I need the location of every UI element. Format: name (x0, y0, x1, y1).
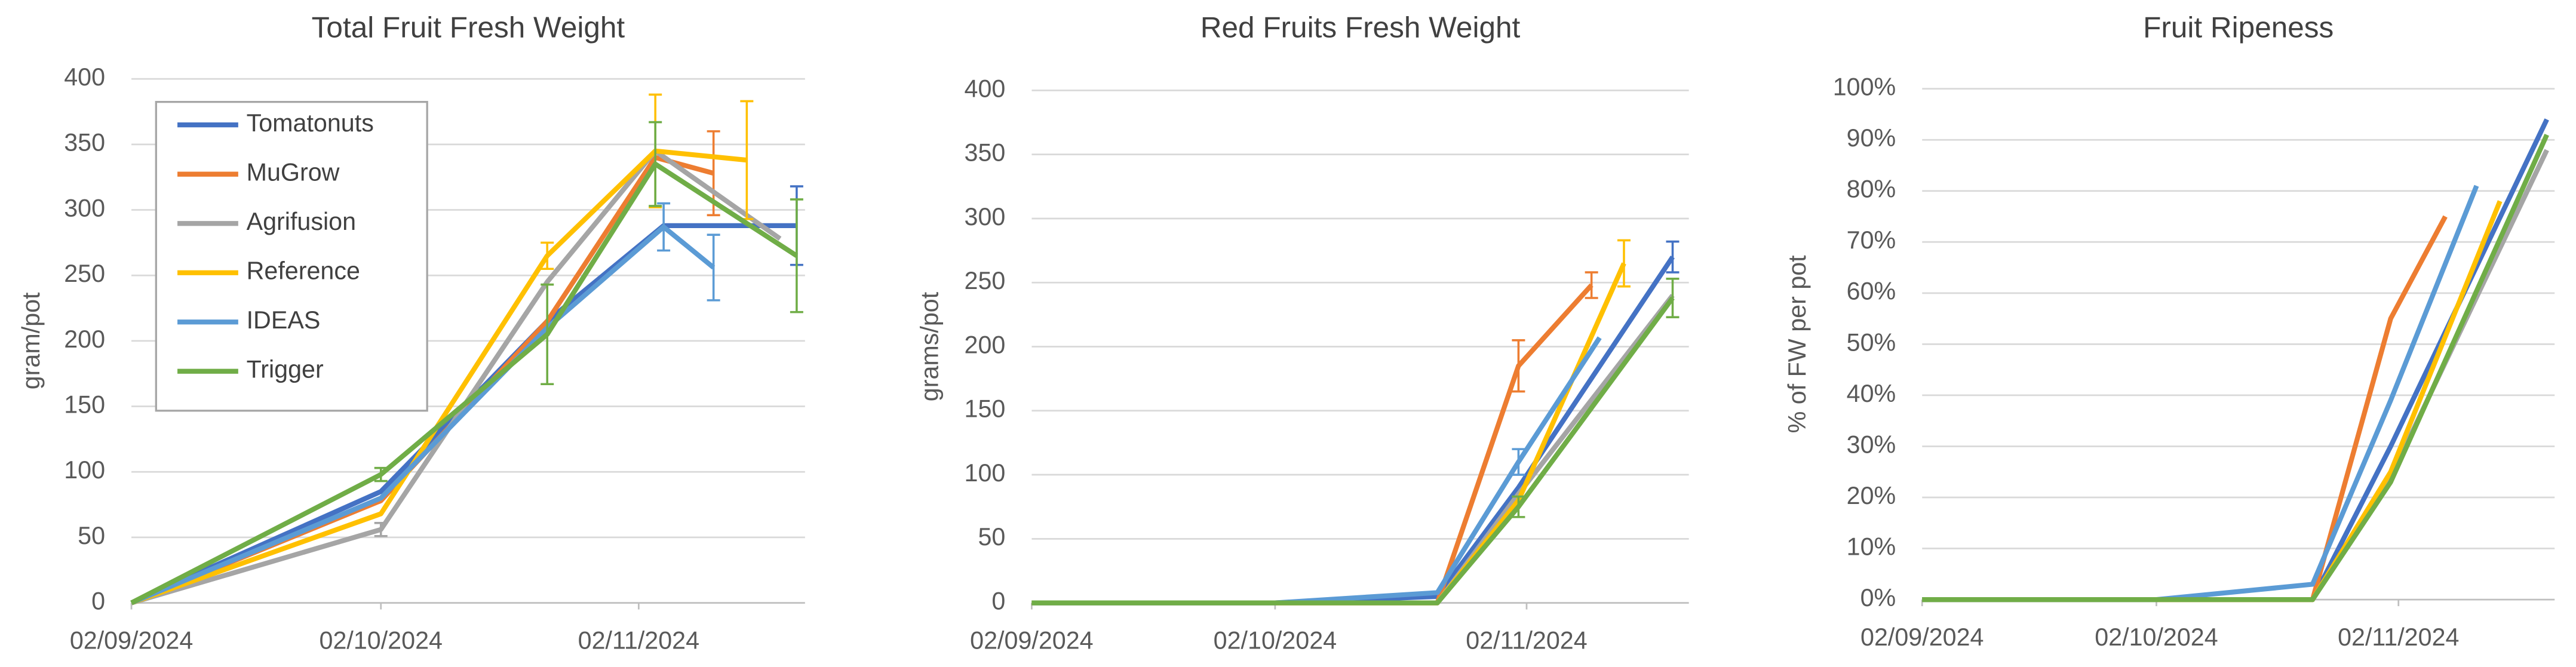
legend-label: Reference (247, 257, 360, 285)
y-tick-label: 0% (1860, 584, 1896, 611)
error-bar (649, 121, 662, 207)
chart-title: Red Fruits Fresh Weight (1201, 11, 1521, 44)
x-tick-label: 02/11/2024 (2338, 623, 2459, 651)
error-bar (541, 283, 554, 386)
y-tick-label: 100% (1833, 73, 1896, 101)
legend-label: Trigger (247, 356, 324, 383)
series-line (1031, 296, 1675, 605)
chart-title: Fruit Ripeness (2143, 11, 2334, 44)
series-line (1922, 215, 2448, 603)
series-line (1922, 149, 2549, 603)
error-bar (1512, 495, 1525, 518)
y-axis-title: grams/pot (916, 291, 944, 401)
x-tick-label: 02/11/2024 (578, 627, 699, 654)
y-tick-label: 40% (1847, 380, 1896, 407)
series-line (1031, 294, 1675, 605)
error-bar (1512, 448, 1525, 476)
error-bar (707, 233, 720, 302)
x-tick-label: 02/09/2024 (970, 627, 1093, 654)
y-tick-label: 50 (78, 522, 105, 549)
y-tick-label: 250 (965, 267, 1006, 294)
y-tick-label: 60% (1847, 278, 1896, 305)
y-tick-label: 300 (965, 203, 1006, 230)
y-tick-label: 400 (64, 63, 105, 91)
y-tick-label: 200 (64, 325, 105, 353)
series-line (1922, 185, 2479, 603)
y-tick-label: 150 (64, 391, 105, 418)
error-bar (1512, 339, 1525, 393)
y-tick-label: 100 (965, 459, 1006, 487)
error-bar (374, 522, 388, 537)
y-tick-label: 350 (64, 129, 105, 156)
legend-label: Agrifusion (247, 208, 356, 235)
y-tick-label: 20% (1847, 482, 1896, 509)
chart-title: Total Fruit Fresh Weight (312, 11, 625, 44)
y-axis-title: % of FW per pot (1783, 255, 1811, 434)
error-bar (1666, 240, 1680, 273)
y-tick-label: 10% (1847, 533, 1896, 560)
y-tick-label: 0 (991, 587, 1005, 614)
y-axis-title: gram/pot (17, 292, 45, 389)
x-tick-label: 02/09/2024 (1860, 623, 1984, 651)
y-tick-label: 0 (91, 587, 105, 614)
y-tick-label: 150 (965, 395, 1006, 423)
legend-label: IDEAS (247, 306, 321, 334)
y-tick-label: 70% (1847, 226, 1896, 254)
y-tick-label: 30% (1847, 431, 1896, 458)
legend-label: Tomatonuts (247, 109, 374, 137)
y-tick-label: 50% (1847, 328, 1896, 356)
error-bar (1617, 239, 1631, 288)
legend-box (155, 101, 428, 412)
x-tick-label: 02/10/2024 (2095, 623, 2218, 651)
series-line (1031, 283, 1594, 605)
y-tick-label: 80% (1847, 176, 1896, 203)
error-bar (1666, 278, 1680, 318)
y-tick-label: 50 (978, 523, 1005, 551)
series-line (1922, 133, 2549, 603)
series-line (130, 148, 782, 605)
x-tick-label: 02/11/2024 (1466, 627, 1587, 654)
y-tick-label: 200 (965, 331, 1006, 358)
y-tick-label: 250 (64, 260, 105, 287)
error-bar (657, 202, 671, 252)
error-bar (374, 466, 388, 482)
y-tick-label: 350 (965, 139, 1006, 167)
y-tick-label: 400 (965, 75, 1006, 102)
y-tick-label: 100 (64, 456, 105, 484)
x-tick-label: 02/10/2024 (320, 627, 443, 654)
error-bar (790, 198, 803, 313)
y-tick-label: 300 (64, 194, 105, 222)
x-tick-label: 02/09/2024 (70, 627, 193, 654)
error-bar (1585, 271, 1598, 299)
y-tick-label: 90% (1847, 124, 1896, 152)
legend-label: MuGrow (247, 159, 340, 186)
error-bar (541, 241, 554, 271)
x-tick-label: 02/10/2024 (1214, 627, 1337, 654)
